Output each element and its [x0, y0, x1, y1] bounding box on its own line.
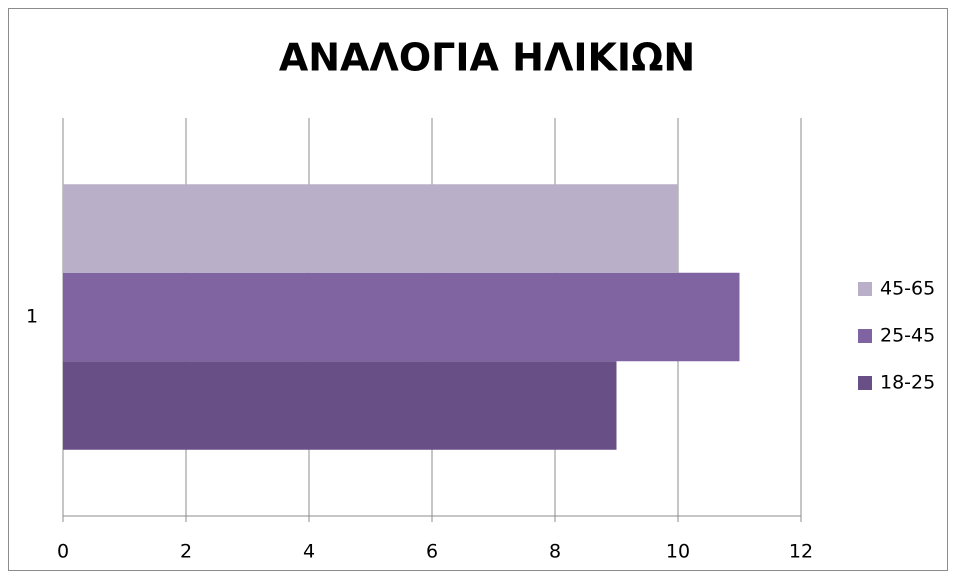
legend-swatch [858, 282, 872, 296]
x-tick-label: 8 [549, 541, 561, 563]
legend-label: 45-65 [880, 278, 935, 300]
x-tick-label: 2 [180, 541, 192, 563]
bar [63, 361, 617, 450]
bar [63, 272, 740, 362]
bar [63, 184, 678, 273]
legend-swatch [858, 376, 872, 390]
x-tick-label: 6 [426, 541, 438, 563]
legend-swatch [858, 329, 872, 343]
x-tick-label: 0 [57, 541, 69, 563]
x-tick-label: 12 [789, 541, 813, 563]
x-tick-label: 4 [303, 541, 315, 563]
y-tick-label: 1 [26, 306, 38, 328]
legend-label: 25-45 [880, 325, 935, 347]
chart-title: ΑΝΑΛΟΓΙΑ ΗΛΙΚΙΩΝ [279, 36, 695, 80]
x-tick-label: 10 [666, 541, 690, 563]
legend-label: 18-25 [880, 372, 935, 394]
